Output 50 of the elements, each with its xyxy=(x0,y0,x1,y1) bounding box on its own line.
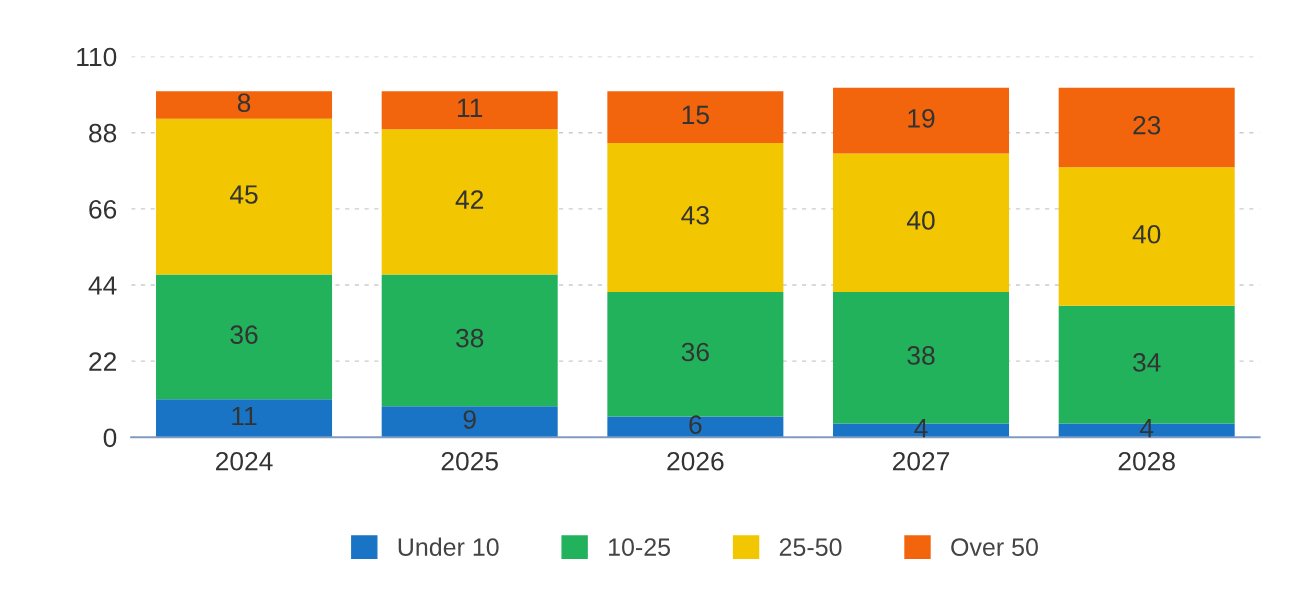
data-label: 6 xyxy=(689,415,702,435)
y-tick-label: 0 xyxy=(103,428,117,448)
data-label: 40 xyxy=(906,211,935,230)
x-tick-label: 2024 xyxy=(216,451,273,471)
data-label: 4 xyxy=(914,419,928,438)
data-label: 23 xyxy=(1133,115,1161,135)
bar xyxy=(1058,167,1235,306)
data-label: 11 xyxy=(232,406,257,426)
data-label: 38 xyxy=(907,346,935,365)
x-tick-label: 2028 xyxy=(1118,451,1175,471)
x-tick-label: 2025 xyxy=(441,451,498,471)
bar xyxy=(1058,87,1235,168)
y-tick-label: 88 xyxy=(89,123,117,143)
data-label: 9 xyxy=(463,410,476,429)
bar xyxy=(833,87,1010,154)
data-label: 11 xyxy=(458,98,483,118)
data-label: 43 xyxy=(681,205,709,225)
data-label: 40 xyxy=(1132,224,1161,244)
y-tick-label: 44 xyxy=(88,276,117,295)
data-label: 34 xyxy=(1133,353,1161,372)
bar xyxy=(833,153,1010,292)
legend-label: Under 10 xyxy=(398,537,499,556)
x-tick-label: 2027 xyxy=(893,451,950,471)
bar xyxy=(607,143,784,292)
bar xyxy=(381,406,558,438)
data-label: 45 xyxy=(229,185,258,204)
bar xyxy=(381,274,558,407)
bar xyxy=(156,399,333,438)
bar xyxy=(156,118,333,275)
data-label: 36 xyxy=(681,342,709,362)
data-label: 4 xyxy=(1139,419,1154,438)
y-tick-label: 66 xyxy=(89,199,117,219)
bar xyxy=(607,91,784,144)
data-label: 38 xyxy=(456,328,484,348)
data-label: 8 xyxy=(237,93,251,113)
data-label: 15 xyxy=(682,105,709,125)
legend-label: Over 50 xyxy=(951,538,1038,556)
bar xyxy=(156,91,333,119)
bar xyxy=(156,274,333,400)
data-label: 36 xyxy=(230,325,258,345)
y-tick-label: 22 xyxy=(89,352,116,371)
bar xyxy=(381,129,558,275)
bar xyxy=(607,291,784,417)
bar xyxy=(381,91,558,130)
x-tick-label: 2026 xyxy=(667,451,724,471)
data-label: 19 xyxy=(908,108,935,128)
legend-label: 10-25 xyxy=(609,538,671,556)
data-label: 42 xyxy=(455,190,484,209)
legend-label: 25-50 xyxy=(779,538,842,556)
y-tick-label: 110 xyxy=(77,47,117,67)
